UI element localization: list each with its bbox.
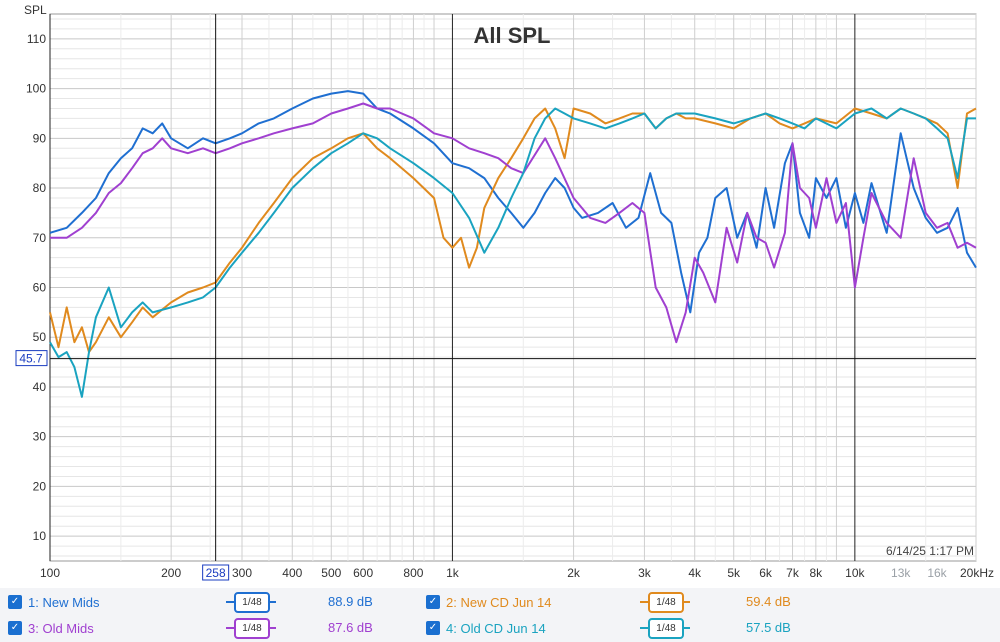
x-tick-label: 13k bbox=[891, 566, 911, 580]
legend-panel: ✓ 1: New Mids 1/48 88.9 dB ✓ 2: New CD Jun 14… bbox=[0, 588, 1000, 642]
series-line-3 bbox=[50, 102, 977, 344]
y-tick-label: 20 bbox=[33, 479, 47, 493]
y-tick-label: 30 bbox=[33, 430, 47, 444]
y-tick-label: 110 bbox=[27, 32, 46, 46]
smoothing-indicator[interactable]: 1/48 bbox=[640, 617, 690, 639]
legend-label: 1: New Mids bbox=[28, 594, 100, 610]
cursor-y-readout: 45.7 bbox=[19, 352, 43, 366]
legend-checkbox[interactable]: ✓ bbox=[426, 595, 440, 609]
smoothing-indicator[interactable]: 1/48 bbox=[640, 591, 690, 613]
x-tick-label: 20kHz bbox=[960, 566, 994, 580]
x-tick-label: 3k bbox=[638, 566, 652, 580]
y-tick-label: 40 bbox=[33, 380, 47, 394]
y-tick-label: 50 bbox=[33, 330, 47, 344]
smoothing-label: 1/48 bbox=[648, 618, 684, 639]
y-tick-label: 80 bbox=[33, 181, 47, 195]
x-tick-label: 4k bbox=[688, 566, 702, 580]
legend-checkbox[interactable]: ✓ bbox=[8, 595, 22, 609]
legend-item[interactable]: ✓ 1: New Mids bbox=[8, 591, 100, 613]
legend-value: 87.6 dB bbox=[328, 620, 373, 635]
x-tick-label: 6k bbox=[759, 566, 773, 580]
chart-title: All SPL bbox=[473, 23, 550, 48]
spl-chart[interactable]: 258 45.7 10 20 30 40 50 60 70 80 90 100 110 100 200 30… bbox=[0, 0, 1000, 588]
y-tick-label: 60 bbox=[33, 281, 47, 295]
x-tick-label: 400 bbox=[282, 566, 302, 580]
tick-labels: 10 20 30 40 50 60 70 80 90 100 110 100 200 300 400 500 6… bbox=[26, 32, 994, 580]
y-axis-label: SPL bbox=[24, 3, 47, 17]
x-tick-label: 7k bbox=[786, 566, 800, 580]
x-tick-label: 600 bbox=[353, 566, 373, 580]
smoothing-indicator[interactable]: 1/48 bbox=[226, 617, 276, 639]
cursor-x-readout: 258 bbox=[206, 566, 226, 580]
timestamp: 6/14/25 1:17 PM bbox=[886, 544, 974, 558]
y-tick-label: 90 bbox=[33, 131, 47, 145]
series-layer bbox=[49, 90, 977, 398]
legend-item[interactable]: ✓ 2: New CD Jun 14 bbox=[426, 591, 552, 613]
legend-label: 4: Old CD Jun 14 bbox=[446, 620, 546, 636]
cursor-x-readout-box bbox=[202, 564, 230, 581]
x-tick-label: 1k bbox=[446, 566, 460, 580]
legend-value: 88.9 dB bbox=[328, 594, 373, 609]
legend-value: 59.4 dB bbox=[746, 594, 791, 609]
x-tick-label: 500 bbox=[321, 566, 341, 580]
legend-value: 57.5 dB bbox=[746, 620, 791, 635]
legend-label: 2: New CD Jun 14 bbox=[446, 594, 552, 610]
legend-label: 3: Old Mids bbox=[28, 620, 94, 636]
x-tick-label: 800 bbox=[403, 566, 423, 580]
smoothing-label: 1/48 bbox=[234, 618, 270, 639]
legend-item[interactable]: ✓ 3: Old Mids bbox=[8, 617, 94, 639]
x-tick-label: 300 bbox=[232, 566, 252, 580]
x-tick-label: 10k bbox=[845, 566, 865, 580]
x-tick-label: 5k bbox=[727, 566, 741, 580]
x-tick-label: 2k bbox=[567, 566, 581, 580]
grid bbox=[49, 14, 977, 561]
x-tick-label: 8k bbox=[810, 566, 824, 580]
cursor-y-readout-box bbox=[15, 350, 48, 367]
x-tick-label: 16k bbox=[927, 566, 947, 580]
x-tick-label: 200 bbox=[161, 566, 181, 580]
y-tick-label: 70 bbox=[33, 231, 47, 245]
x-tick-label: 100 bbox=[40, 566, 60, 580]
series-line-1 bbox=[49, 90, 977, 314]
legend-checkbox[interactable]: ✓ bbox=[426, 621, 440, 635]
smoothing-label: 1/48 bbox=[234, 592, 270, 613]
legend-item[interactable]: ✓ 4: Old CD Jun 14 bbox=[426, 617, 546, 639]
cursor[interactable]: 258 45.7 bbox=[15, 14, 976, 581]
y-tick-label: 100 bbox=[26, 82, 46, 96]
series-line-4 bbox=[49, 107, 976, 398]
y-tick-label: 10 bbox=[33, 529, 47, 543]
legend-checkbox[interactable]: ✓ bbox=[8, 621, 22, 635]
smoothing-indicator[interactable]: 1/48 bbox=[226, 591, 276, 613]
smoothing-label: 1/48 bbox=[648, 592, 684, 613]
